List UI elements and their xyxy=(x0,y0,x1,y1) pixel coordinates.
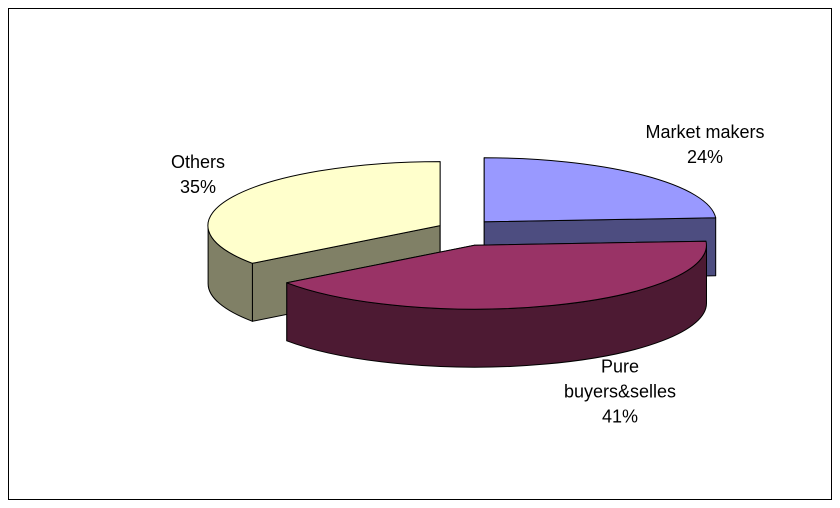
slice-value: 35% xyxy=(179,177,217,197)
slice-name: Pure buyers&selles xyxy=(563,356,677,402)
slice-label: Market makers 24% xyxy=(630,120,780,170)
slice-name: Others xyxy=(170,152,226,172)
slice-top xyxy=(286,240,707,310)
slice-value: 41% xyxy=(601,406,639,427)
slice-top xyxy=(207,161,441,264)
slice-name: Market makers xyxy=(645,122,765,142)
slice-value: 24% xyxy=(686,147,724,167)
slice-top xyxy=(483,157,717,223)
slice-label: Others 35% xyxy=(123,150,273,200)
slice-label: Pure buyers&selles 41% xyxy=(545,355,695,430)
